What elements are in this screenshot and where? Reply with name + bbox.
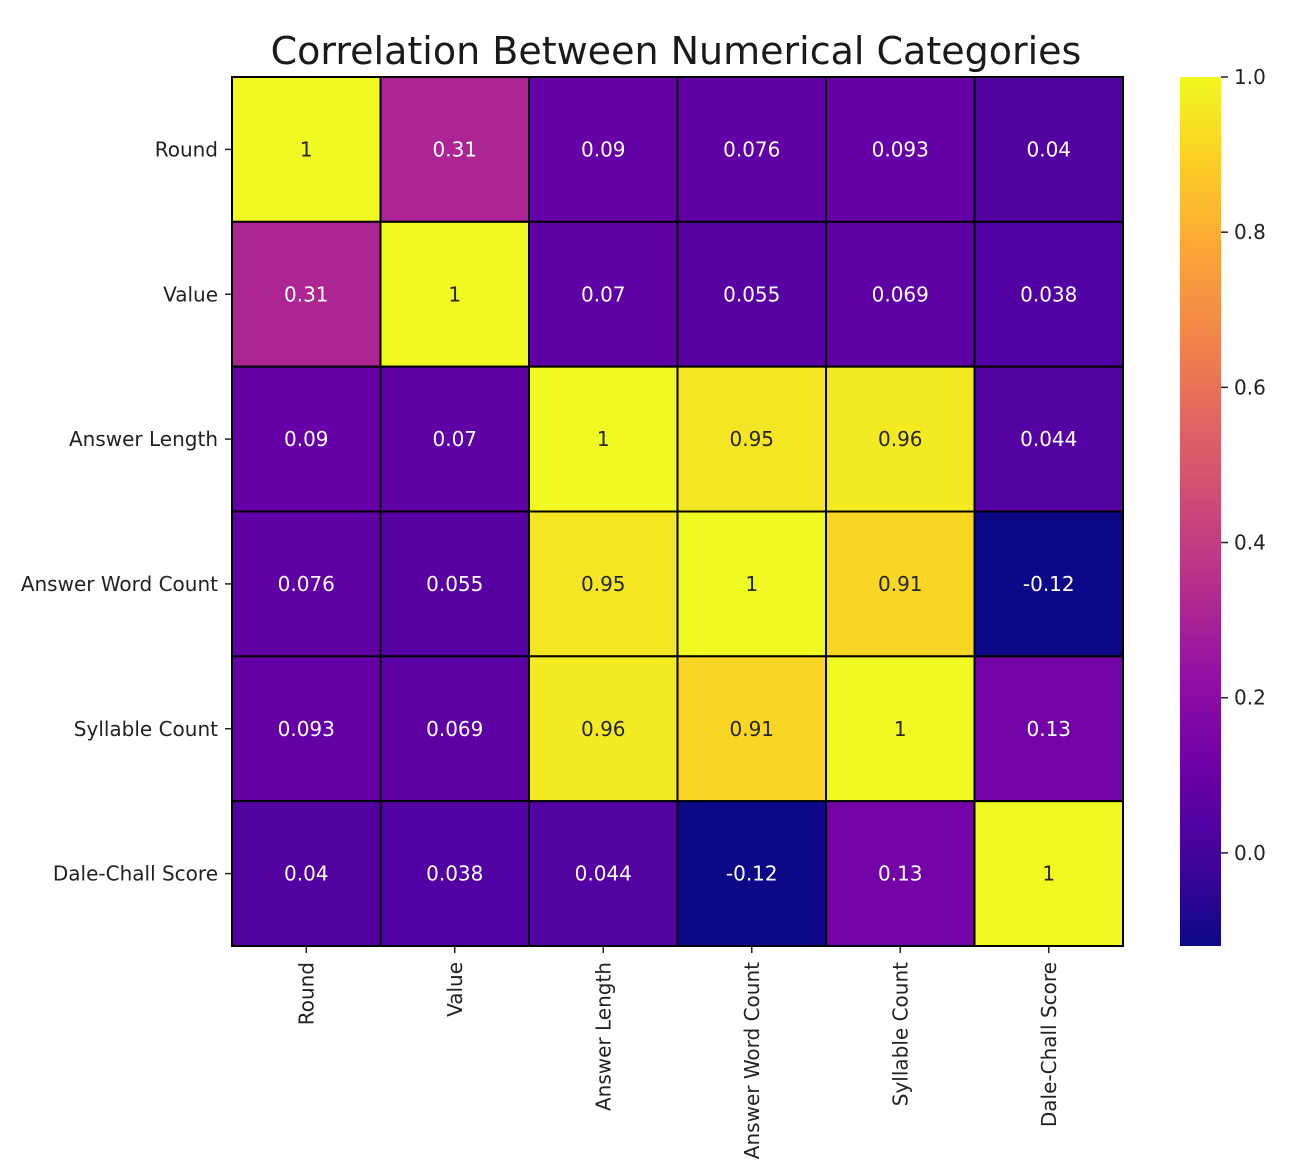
heatmap-cell [973, 800, 1124, 948]
cell-value-label: 1 [894, 717, 907, 741]
heatmap-cell [676, 655, 827, 803]
cell-value-label: 0.038 [426, 862, 483, 886]
cell-value-label: 0.31 [432, 137, 477, 161]
y-tick-label-syllable-count: Syllable Count [74, 717, 218, 741]
cell-value-label: 1 [300, 137, 313, 161]
colorbar-gradient [1180, 77, 1221, 946]
cell-value-label: 0.076 [278, 572, 335, 596]
cell-value-label: 0.093 [278, 717, 335, 741]
heatmap-cell [528, 76, 679, 223]
cell-value-label: -0.12 [726, 862, 778, 886]
cell-value-label: 1 [745, 572, 758, 596]
cell-value-label: 0.13 [1026, 717, 1071, 741]
cell-value-label: 1 [597, 427, 610, 451]
heatmap-cell [973, 510, 1124, 658]
cell-value-label: 0.13 [878, 862, 923, 886]
colorbar-tick-label: 0.2 [1234, 686, 1266, 710]
heatmap-cell [676, 220, 827, 368]
cell-value-label: 0.95 [581, 572, 626, 596]
y-tick-label-round: Round [155, 137, 218, 161]
heatmap-cell [825, 76, 976, 223]
cell-value-label: 0.07 [432, 427, 477, 451]
heatmap-cell [973, 76, 1124, 223]
heatmap-cell [379, 76, 530, 223]
heatmap-cell [379, 220, 530, 368]
heatmap-cell [231, 510, 382, 658]
y-tick-label-dale-chall-score: Dale-Chall Score [53, 862, 218, 886]
cell-value-label: 0.95 [729, 427, 774, 451]
heatmap-cell [379, 365, 530, 513]
chart-title: Correlation Between Numerical Categories [271, 29, 1082, 73]
cell-value-label: 0.07 [581, 282, 626, 306]
cell-value-label: 0.069 [426, 717, 483, 741]
heatmap-cell [231, 655, 382, 803]
heatmap-cells: 1 0.31 0.09 0.076 0.093 0.04 0.31 1 0.07 0.055 0.0… [231, 76, 1124, 948]
heatmap-cell [825, 800, 976, 948]
x-tick-label-answer-word-count: Answer Word Count [740, 962, 764, 1159]
cell-value-label: 0.069 [872, 282, 929, 306]
heatmap-cell [676, 76, 827, 223]
cell-value-label: 0.91 [729, 717, 774, 741]
cell-value-label: 0.055 [426, 572, 483, 596]
y-tick-labels: Round Value Answer Length Answer Word Count… [21, 137, 232, 886]
cell-value-label: 0.31 [284, 282, 329, 306]
cell-value-label: 0.038 [1020, 282, 1077, 306]
heatmap-cell [973, 365, 1124, 513]
cell-value-label: 0.09 [581, 137, 626, 161]
x-tick-label-answer-length: Answer Length [591, 962, 615, 1111]
heatmap-cell [231, 800, 382, 948]
colorbar-tick-label: 0.6 [1234, 375, 1266, 399]
heatmap-cell [825, 655, 976, 803]
x-tick-label-round: Round [294, 962, 318, 1025]
heatmap-cell [528, 655, 679, 803]
cell-value-label: 0.04 [1026, 137, 1071, 161]
heatmap-cell [825, 510, 976, 658]
cell-value-label: 0.91 [878, 572, 923, 596]
heatmap-cell [528, 510, 679, 658]
colorbar: 0.0 0.2 0.4 0.6 0.8 1.0 [1180, 65, 1266, 946]
heatmap-cell [973, 655, 1124, 803]
heatmap-cell [231, 76, 382, 223]
heatmap-cell [973, 220, 1124, 368]
x-tick-label-dale-chall-score: Dale-Chall Score [1037, 962, 1061, 1127]
colorbar-tick-label: 0.8 [1234, 220, 1266, 244]
heatmap-cell [676, 510, 827, 658]
colorbar-tick-label: 0.4 [1234, 531, 1266, 555]
x-tick-label-syllable-count: Syllable Count [888, 962, 912, 1106]
cell-value-label: 0.076 [723, 137, 780, 161]
cell-value-label: 1 [1042, 862, 1055, 886]
cell-value-label: 0.96 [581, 717, 626, 741]
x-tick-labels: Round Value Answer Length Answer Word Count… [294, 946, 1061, 1159]
cell-value-label: 0.055 [723, 282, 780, 306]
colorbar-tick-label: 0.0 [1234, 841, 1266, 865]
x-tick-label-value: Value [443, 962, 467, 1017]
colorbar-tick-label: 1.0 [1234, 65, 1266, 89]
cell-value-label: 0.093 [872, 137, 929, 161]
cell-value-label: 1 [448, 282, 461, 306]
heatmap-cell [825, 365, 976, 513]
cell-value-label: 0.044 [575, 862, 632, 886]
heatmap-cell [379, 510, 530, 658]
cell-value-label: -0.12 [1023, 572, 1075, 596]
y-tick-label-answer-length: Answer Length [69, 427, 218, 451]
y-tick-label-value: Value [163, 282, 218, 306]
heatmap-cell [676, 365, 827, 513]
cell-value-label: 0.09 [284, 427, 329, 451]
cell-value-label: 0.96 [878, 427, 923, 451]
y-tick-label-answer-word-count: Answer Word Count [21, 572, 218, 596]
heatmap-cell [231, 365, 382, 513]
cell-value-label: 0.044 [1020, 427, 1077, 451]
cell-value-label: 0.04 [284, 862, 329, 886]
